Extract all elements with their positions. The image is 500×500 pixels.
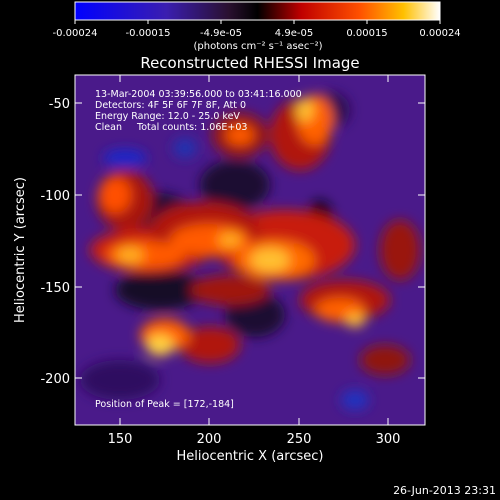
y-tick-label: -150 (40, 281, 70, 296)
colorbar-tick-label: -0.00024 (53, 28, 98, 39)
image-map (75, 75, 425, 425)
x-tick-label: 300 (376, 432, 401, 447)
footer-timestamp: 26-Jun-2013 23:31 (393, 484, 496, 497)
y-axis-ticks (75, 102, 425, 379)
info-line-time: 13-Mar-2004 03:39:56.000 to 03:41:16.000 (95, 89, 302, 100)
colorbar-units: (photons cm⁻² s⁻¹ asec⁻²) (193, 41, 322, 52)
colorbar-ticks (74, 20, 441, 24)
x-tick-label: 250 (287, 432, 312, 447)
x-tick-label: 150 (108, 432, 133, 447)
y-axis-label: Heliocentric Y (arcsec) (13, 177, 28, 323)
plot-title: Reconstructed RHESSI Image (140, 54, 359, 72)
colorbar-tick-label: 0.00015 (346, 28, 387, 39)
y-tick-label: -200 (40, 372, 70, 387)
x-tick-label: 200 (197, 432, 222, 447)
colorbar-tick-label: -4.9e-05 (200, 28, 242, 39)
colorbar-tick-label: -0.00015 (126, 28, 171, 39)
colorbar-tick-label: 0.00024 (419, 28, 460, 39)
x-axis-ticks (119, 75, 389, 425)
y-tick-label: -50 (49, 97, 70, 112)
peak-position-label: Position of Peak = [172,-184] (95, 399, 234, 410)
info-line-energy: Energy Range: 12.0 - 25.0 keV (95, 111, 240, 122)
colorbar (74, 1, 441, 21)
x-axis-label: Heliocentric X (arcsec) (177, 449, 324, 464)
info-line-clean: Clean Total counts: 1.06E+03 (95, 122, 247, 133)
info-line-detectors: Detectors: 4F 5F 6F 7F 8F, Att 0 (95, 100, 246, 111)
colorbar-tick-label: 4.9e-05 (275, 28, 313, 39)
y-tick-label: -100 (40, 189, 70, 204)
plot-frame (74, 74, 426, 426)
